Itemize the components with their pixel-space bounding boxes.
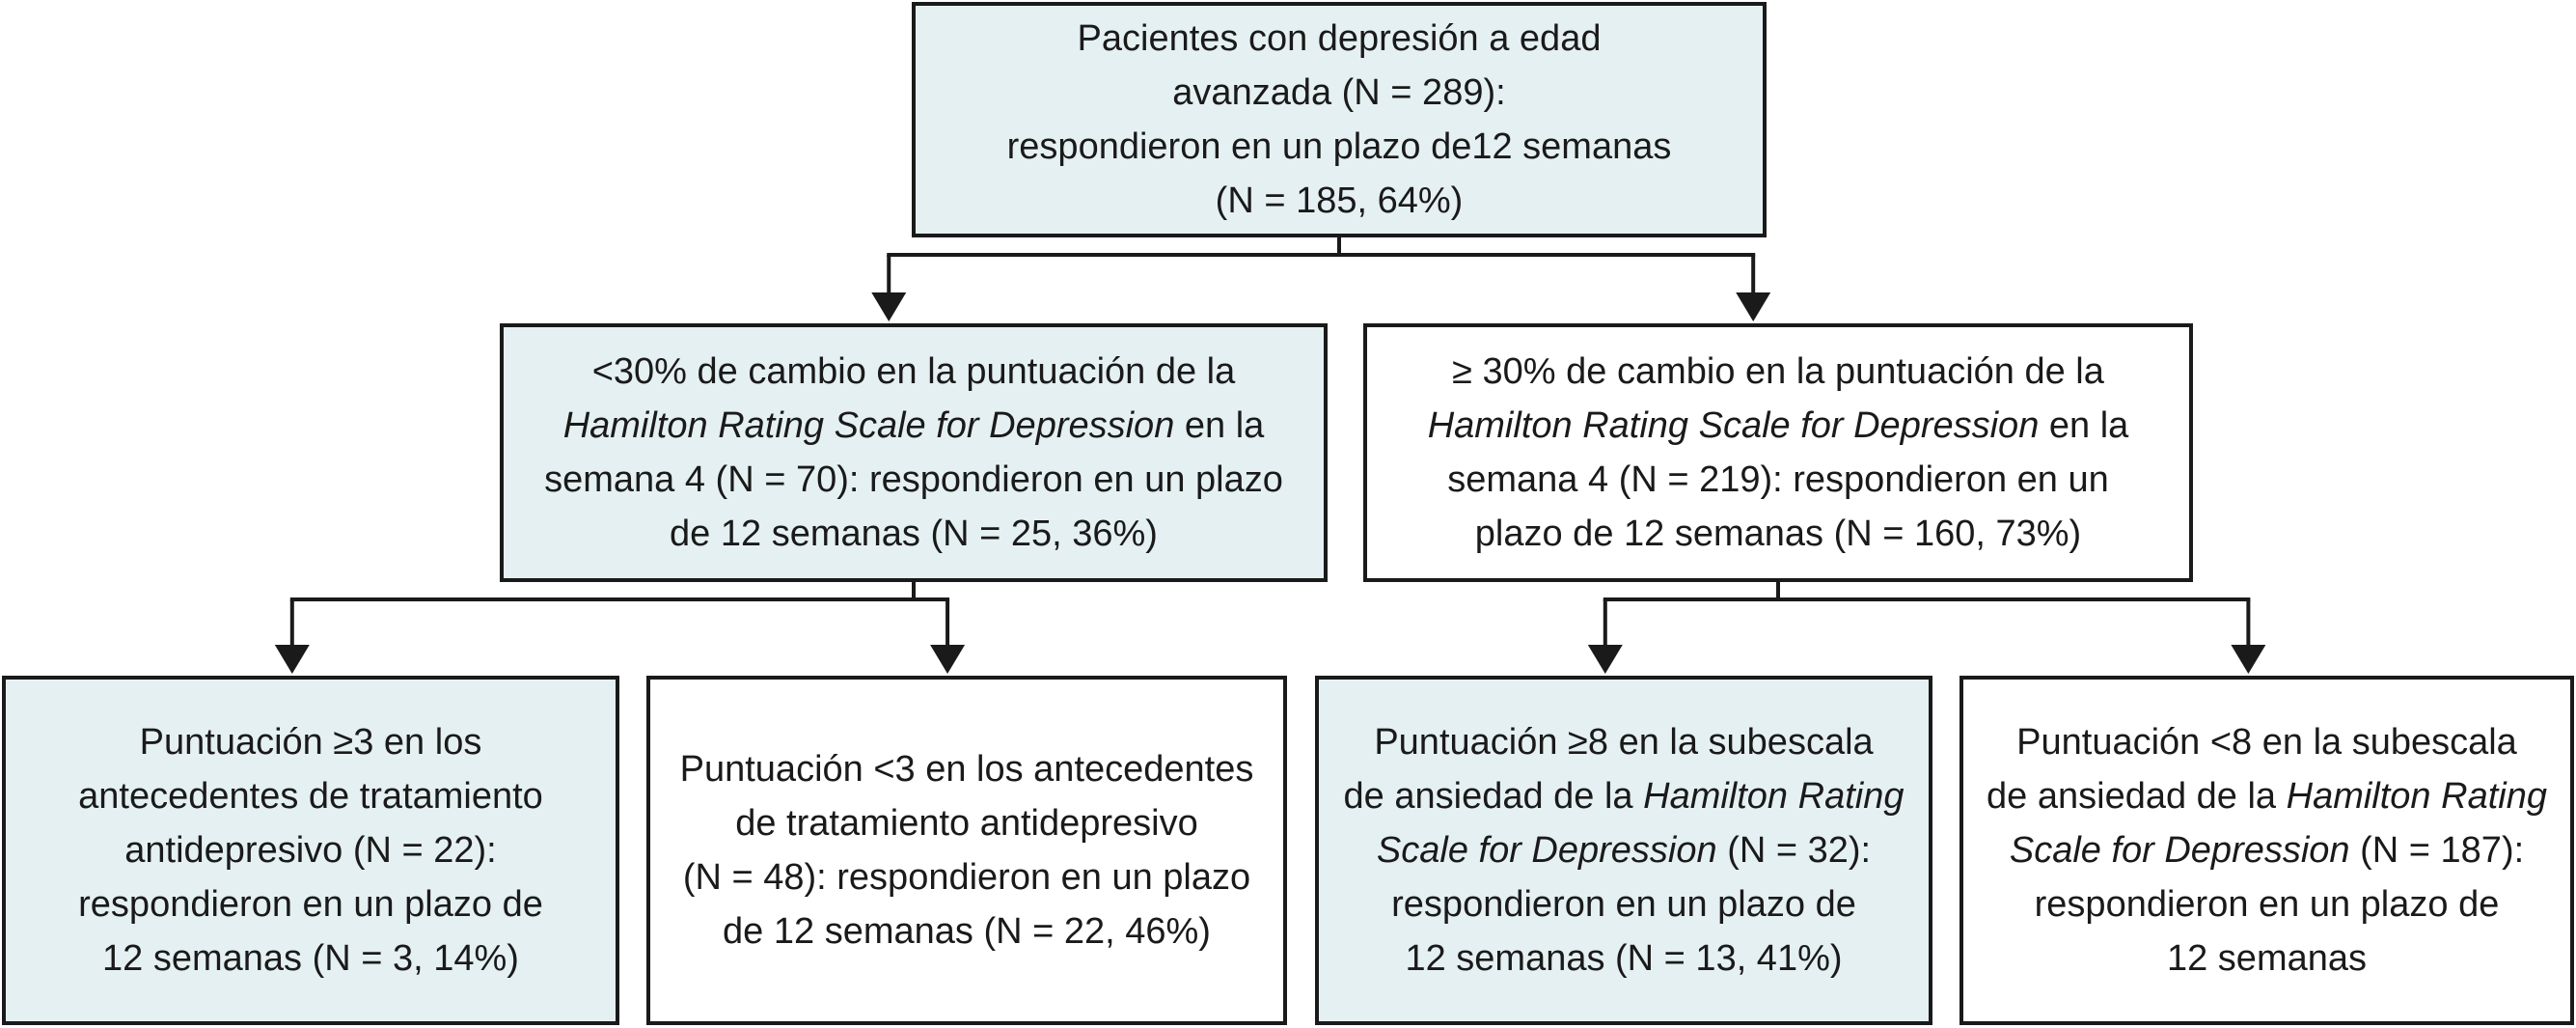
leaf1-line-1-text: Puntuación ≥3 en los xyxy=(139,722,482,763)
leaf1-line-4-text: respondieron en un plazo de xyxy=(78,884,543,925)
leaf2-line-4-text: de 12 semanas (N = 22, 46%) xyxy=(723,911,1211,952)
root-line-4-text: (N = 185, 64%) xyxy=(1215,181,1464,221)
right_mid-line-1: ≥ 30% de cambio en la puntuación de la xyxy=(1452,345,2104,399)
arrowhead-left_mid xyxy=(871,292,907,321)
root-box: Pacientes con depresión a edad avanzada (… xyxy=(912,2,1767,237)
leaf1-line-3-text: antidepresivo (N = 22): xyxy=(124,830,497,871)
root-line-2-text: avanzada (N = 289): xyxy=(1172,72,1506,113)
right_mid-line-4: plazo de 12 semanas (N = 160, 73%) xyxy=(1475,507,2081,561)
leaf1-line-3: antidepresivo (N = 22): xyxy=(124,823,496,877)
leaf4-line-2-text: de ansiedad de la xyxy=(1987,776,2287,817)
leaf3-line-3: Scale for Depression (N = 32): xyxy=(1377,823,1871,877)
leaf3-line-2-italic-text: Hamilton Rating xyxy=(1643,776,1905,817)
leaf4-line-3-text: (N = 187): xyxy=(2349,830,2525,871)
left_mid-line-1: <30% de cambio en la puntuación de la xyxy=(592,345,1236,399)
leaf4-line-5-text: 12 semanas xyxy=(2166,938,2367,979)
root-line-4: (N = 185, 64%) xyxy=(1216,174,1464,228)
leaf2-line-1: Puntuación <3 en los antecedentes xyxy=(680,742,1254,796)
right_mid-line-1-text: ≥ 30% de cambio en la puntuación de la xyxy=(1452,351,2104,392)
arrowhead-right_mid xyxy=(1736,292,1771,321)
root-line-3: respondieron en un plazo de12 semanas xyxy=(1007,120,1672,174)
leaf3-line-4-text: respondieron en un plazo de xyxy=(1391,884,1856,925)
arrowhead-leaf4 xyxy=(2231,645,2266,674)
leaf1-line-2-text: antecedentes de tratamiento xyxy=(78,776,543,817)
leaf2-line-2: de tratamiento antidepresivo xyxy=(735,796,1198,850)
leaf1-line-2: antecedentes de tratamiento xyxy=(78,769,543,823)
leaf3-line-3-italic-text: Scale for Depression xyxy=(1376,830,1717,871)
leaf2-line-1-text: Puntuación <3 en los antecedentes xyxy=(679,749,1254,790)
leaf3-line-5-text: 12 semanas (N = 13, 41%) xyxy=(1405,938,1843,979)
connector-right_mid xyxy=(1587,582,2266,674)
left_mid-line-2: Hamilton Rating Scale for Depression en … xyxy=(563,399,1265,453)
left_mid-line-2-text: en la xyxy=(1174,405,1265,446)
leaf4-line-2-italic-text: Hamilton Rating xyxy=(2286,776,2547,817)
leaf4-line-3: Scale for Depression (N = 187): xyxy=(2010,823,2524,877)
leaf-box-3: Puntuación ≥8 en la subescala de ansiedad… xyxy=(1315,676,1932,1025)
leaf-box-2: Puntuación <3 en los antecedentes de trat… xyxy=(646,676,1287,1025)
root-line-2: avanzada (N = 289): xyxy=(1172,66,1505,120)
leaf3-line-2-text: de ansiedad de la xyxy=(1343,776,1644,817)
leaf3-line-2: de ansiedad de la Hamilton Rating xyxy=(1344,769,1905,823)
leaf3-line-3-text: (N = 32): xyxy=(1716,830,1872,871)
leaf3-line-5: 12 semanas (N = 13, 41%) xyxy=(1405,931,1842,986)
left_mid-line-3-text: semana 4 (N = 70): respondieron en un pl… xyxy=(544,459,1283,500)
left_mid-line-3: semana 4 (N = 70): respondieron en un pl… xyxy=(544,453,1283,507)
leaf4-line-4-text: respondieron en un plazo de xyxy=(2034,884,2500,925)
right-mid-box: ≥ 30% de cambio en la puntuación de la Ha… xyxy=(1363,323,2193,582)
leaf3-line-1: Puntuación ≥8 en la subescala xyxy=(1374,715,1873,769)
left_mid-line-4: de 12 semanas (N = 25, 36%) xyxy=(670,507,1158,561)
leaf4-line-2: de ansiedad de la Hamilton Rating xyxy=(1987,769,2547,823)
leaf4-line-5: 12 semanas xyxy=(2167,931,2367,986)
right_mid-line-3-text: semana 4 (N = 219): respondieron en un xyxy=(1447,459,2109,500)
leaf2-line-2-text: de tratamiento antidepresivo xyxy=(735,803,1198,844)
right_mid-line-2: Hamilton Rating Scale for Depression en … xyxy=(1428,399,2129,453)
leaf2-line-4: de 12 semanas (N = 22, 46%) xyxy=(723,904,1211,959)
leaf3-line-4: respondieron en un plazo de xyxy=(1391,877,1856,931)
left_mid-line-4-text: de 12 semanas (N = 25, 36%) xyxy=(670,514,1158,554)
leaf-box-1: Puntuación ≥3 en los antecedentes de trat… xyxy=(2,676,619,1025)
leaf-box-4: Puntuación <8 en la subescala de ansiedad… xyxy=(1959,676,2574,1025)
arrowhead-leaf3 xyxy=(1587,645,1623,674)
leaf3-line-1-text: Puntuación ≥8 en la subescala xyxy=(1374,722,1874,763)
left_mid-line-2-italic-text: Hamilton Rating Scale for Depression xyxy=(562,405,1175,446)
leaf4-line-4: respondieron en un plazo de xyxy=(2035,877,2500,931)
right_mid-line-3: semana 4 (N = 219): respondieron en un xyxy=(1447,453,2108,507)
leaf1-line-4: respondieron en un plazo de xyxy=(78,877,543,931)
left_mid-line-1-text: <30% de cambio en la puntuación de la xyxy=(591,351,1236,392)
arrowhead-leaf2 xyxy=(930,645,966,674)
leaf1-line-5-text: 12 semanas (N = 3, 14%) xyxy=(102,938,519,979)
arrowhead-leaf1 xyxy=(274,645,310,674)
root-line-1-text: Pacientes con depresión a edad xyxy=(1077,18,1602,59)
leaf4-line-1-text: Puntuación <8 en la subescala xyxy=(2016,722,2517,763)
leaf2-line-3-text: (N = 48): respondieron en un plazo xyxy=(682,857,1251,898)
right_mid-line-2-text: en la xyxy=(2039,405,2129,446)
leaf1-line-5: 12 semanas (N = 3, 14%) xyxy=(102,931,519,986)
left-mid-box: <30% de cambio en la puntuación de la Ham… xyxy=(500,323,1328,582)
connector-left_mid xyxy=(274,582,966,674)
leaf4-line-1: Puntuación <8 en la subescala xyxy=(2016,715,2517,769)
root-line-1: Pacientes con depresión a edad xyxy=(1078,12,1602,66)
leaf4-line-3-italic-text: Scale for Depression xyxy=(2009,830,2350,871)
right_mid-line-2-italic-text: Hamilton Rating Scale for Depression xyxy=(1427,405,2040,446)
right_mid-line-4-text: plazo de 12 semanas (N = 160, 73%) xyxy=(1474,514,2082,554)
root-line-3-text: respondieron en un plazo de12 semanas xyxy=(1006,126,1672,167)
leaf1-line-1: Puntuación ≥3 en los xyxy=(140,715,482,769)
connector-root xyxy=(871,237,1771,321)
leaf2-line-3: (N = 48): respondieron en un plazo xyxy=(683,850,1250,904)
